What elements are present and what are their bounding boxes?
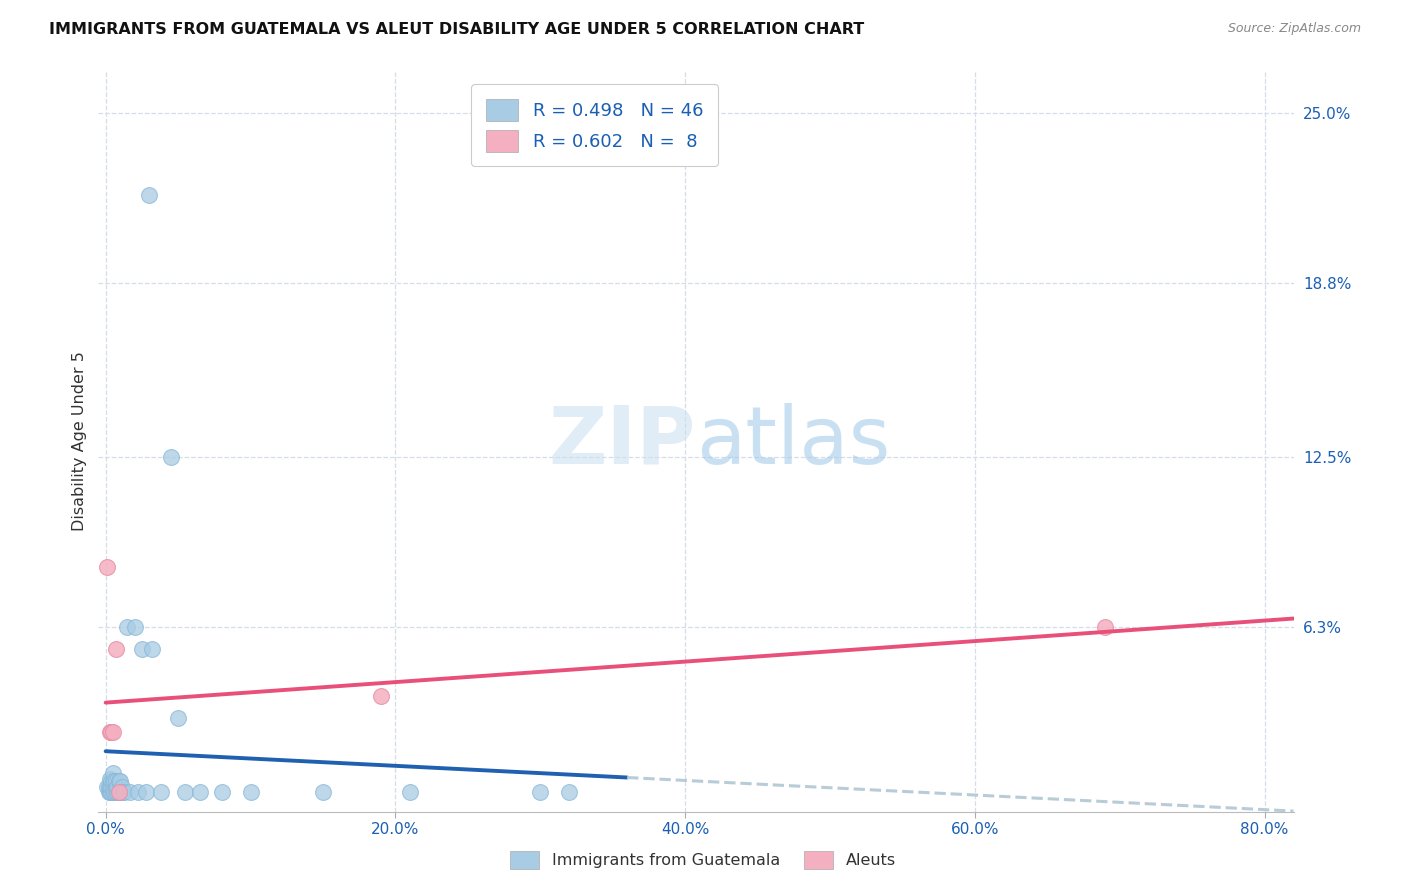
Point bbox=[96, 559, 118, 574]
Point bbox=[98, 780, 121, 794]
Point bbox=[105, 780, 128, 794]
Point bbox=[104, 780, 127, 794]
Point bbox=[104, 785, 127, 799]
Point bbox=[100, 785, 122, 799]
Point bbox=[120, 785, 142, 799]
Point bbox=[104, 774, 127, 789]
Point bbox=[107, 785, 129, 799]
Point bbox=[110, 780, 132, 794]
Point bbox=[98, 785, 121, 799]
Point bbox=[114, 785, 136, 799]
Point bbox=[98, 772, 121, 786]
Point bbox=[101, 766, 124, 780]
Point bbox=[104, 642, 127, 657]
Point bbox=[103, 774, 125, 789]
Point bbox=[97, 785, 120, 799]
Y-axis label: Disability Age Under 5: Disability Age Under 5 bbox=[72, 351, 87, 532]
Point bbox=[98, 725, 121, 739]
Point bbox=[117, 620, 139, 634]
Point bbox=[1094, 620, 1116, 634]
Point bbox=[135, 785, 157, 799]
Point bbox=[138, 188, 160, 202]
Text: ZIP: ZIP bbox=[548, 402, 696, 481]
Point bbox=[101, 725, 124, 739]
Point bbox=[127, 785, 149, 799]
Point bbox=[101, 774, 124, 789]
Text: IMMIGRANTS FROM GUATEMALA VS ALEUT DISABILITY AGE UNDER 5 CORRELATION CHART: IMMIGRANTS FROM GUATEMALA VS ALEUT DISAB… bbox=[49, 22, 865, 37]
Point bbox=[160, 450, 183, 464]
Point bbox=[141, 642, 163, 657]
Point bbox=[529, 785, 551, 799]
Point bbox=[112, 785, 135, 799]
Point bbox=[124, 620, 146, 634]
Point bbox=[188, 785, 211, 799]
Point bbox=[101, 780, 124, 794]
Point bbox=[107, 774, 129, 789]
Point bbox=[100, 774, 122, 789]
Point bbox=[211, 785, 233, 799]
Point bbox=[558, 785, 581, 799]
Point bbox=[239, 785, 262, 799]
Point bbox=[107, 785, 129, 799]
Point bbox=[100, 725, 122, 739]
Legend: Immigrants from Guatemala, Aleuts: Immigrants from Guatemala, Aleuts bbox=[503, 845, 903, 875]
Point bbox=[131, 642, 153, 657]
Point bbox=[399, 785, 422, 799]
Point bbox=[370, 689, 392, 703]
Point bbox=[105, 785, 128, 799]
Point bbox=[108, 785, 131, 799]
Text: Source: ZipAtlas.com: Source: ZipAtlas.com bbox=[1227, 22, 1361, 36]
Point bbox=[100, 780, 122, 794]
Point bbox=[97, 780, 120, 794]
Point bbox=[149, 785, 172, 799]
Point bbox=[103, 785, 125, 799]
Point bbox=[96, 780, 118, 794]
Point bbox=[108, 774, 131, 789]
Legend: R = 0.498   N = 46, R = 0.602   N =  8: R = 0.498 N = 46, R = 0.602 N = 8 bbox=[471, 84, 717, 166]
Point bbox=[167, 711, 190, 725]
Point bbox=[101, 785, 124, 799]
Text: atlas: atlas bbox=[696, 402, 890, 481]
Point bbox=[174, 785, 197, 799]
Point bbox=[312, 785, 335, 799]
